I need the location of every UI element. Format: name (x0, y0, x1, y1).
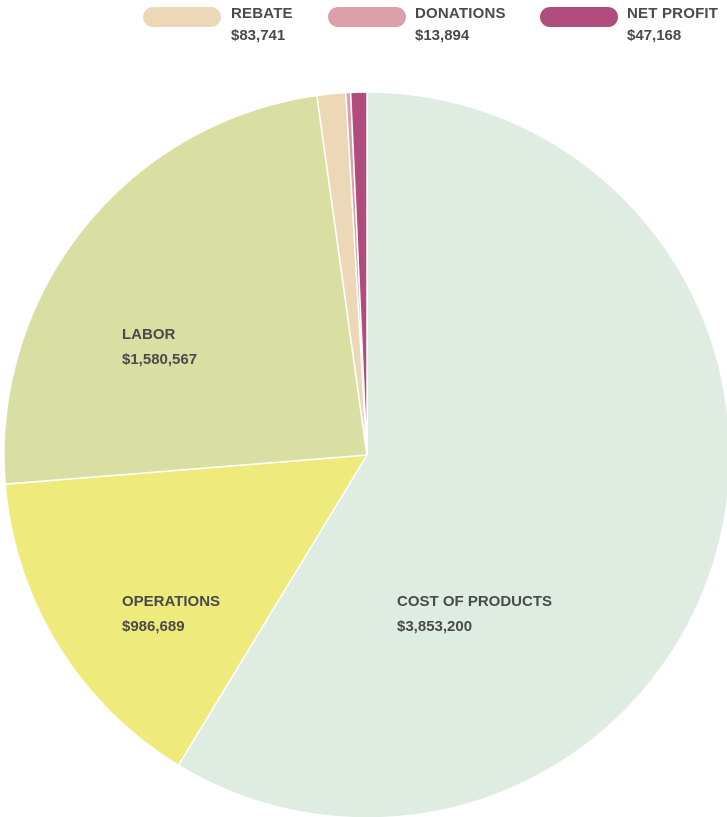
slice-label-cost-of-products: COST OF PRODUCTS (397, 593, 552, 610)
legend-label-net-profit: NET PROFIT (627, 5, 719, 22)
pie-slice-labor (3, 94, 368, 485)
legend-label-donations: DONATIONS (415, 5, 506, 22)
legend-swatch-rebate (143, 7, 221, 27)
slice-label-labor: LABOR (122, 326, 175, 343)
slice-value-cost-of-products: $3,853,200 (397, 618, 472, 635)
legend-swatch-net-profit (540, 7, 618, 27)
legend-value-rebate: $83,741 (231, 27, 286, 44)
slice-value-operations: $986,689 (122, 618, 185, 635)
pie-slice-operations (4, 454, 369, 767)
legend-label-rebate: REBATE (231, 5, 293, 22)
slice-label-operations: OPERATIONS (122, 593, 220, 610)
slice-value-labor: $1,580,567 (122, 351, 197, 368)
legend: REBATE $83,741 DONATIONS $13,894 NET PRO… (0, 4, 727, 54)
pie-slice-labels: COST OF PRODUCTS $3,853,200 OPERATIONS $986… (122, 326, 552, 635)
legend-value-donations: $13,894 (415, 27, 470, 44)
legend-swatch-donations (328, 7, 406, 27)
legend-value-net-profit: $47,168 (627, 27, 682, 44)
pie-slice-cost-of-products (177, 91, 727, 817)
pie-slices (3, 91, 727, 817)
pie-slice-net-profit (349, 91, 368, 456)
